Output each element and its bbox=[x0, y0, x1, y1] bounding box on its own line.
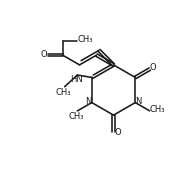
Text: CH₃: CH₃ bbox=[77, 35, 93, 44]
Text: O: O bbox=[114, 128, 121, 137]
Text: HN: HN bbox=[70, 75, 83, 84]
Text: CH₃: CH₃ bbox=[69, 112, 84, 121]
Text: CH₃: CH₃ bbox=[56, 88, 71, 97]
Text: O: O bbox=[150, 63, 156, 72]
Text: N: N bbox=[85, 97, 92, 106]
Text: CH₃: CH₃ bbox=[150, 105, 165, 114]
Text: N: N bbox=[135, 97, 142, 106]
Text: O: O bbox=[41, 50, 47, 59]
